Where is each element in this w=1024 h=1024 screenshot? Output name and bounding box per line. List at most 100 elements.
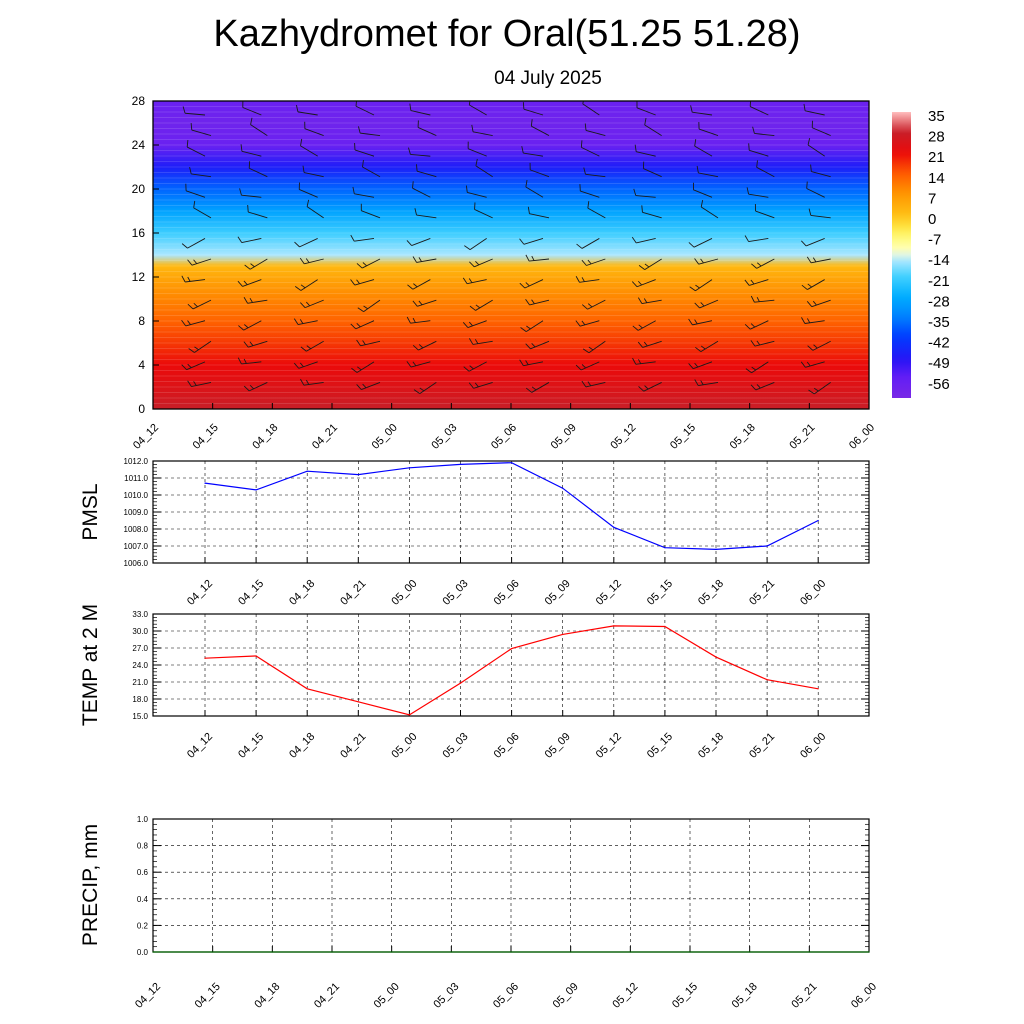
wind-barb-shaft <box>749 279 769 286</box>
wind-barb-flag <box>812 257 817 263</box>
colorbar-fill <box>892 112 911 398</box>
ytick-label: 18.0 <box>132 695 148 704</box>
xtick-label: 05_18 <box>696 731 726 761</box>
wind-barb-flag <box>750 323 756 328</box>
wind-barb-shaft <box>523 152 544 157</box>
wind-barb-flag <box>694 362 699 368</box>
wind-barb-flag <box>462 321 469 328</box>
wind-barb-flag <box>807 345 814 351</box>
wind-barb-shaft <box>248 340 268 348</box>
ytick-label: 1012.0 <box>124 457 149 466</box>
wind-barb-shaft <box>700 206 719 219</box>
data-point <box>271 951 273 953</box>
wind-barb-shaft <box>524 279 544 289</box>
wind-barb-shaft <box>581 146 600 157</box>
ytick-label: 0.8 <box>137 842 149 851</box>
wind-barb-shaft <box>587 299 606 310</box>
wind-barb-shaft <box>750 320 769 330</box>
wind-barb-flag <box>462 277 468 284</box>
wind-barb-shaft <box>635 195 656 198</box>
xtick-label: 04_12 <box>185 731 215 761</box>
data-point <box>511 647 513 650</box>
wind-barb-shaft <box>475 165 493 178</box>
wind-barb-flag <box>293 318 299 325</box>
wind-barb-shaft <box>473 381 493 389</box>
wind-barb-flag <box>632 325 639 331</box>
heatmap-xtick-label: 05_18 <box>728 422 758 452</box>
wind-barb-shaft <box>585 129 606 137</box>
wind-barb-shaft <box>410 110 431 116</box>
ytick-label: 0.0 <box>137 948 149 957</box>
colorbar-label: 28 <box>928 129 945 146</box>
wind-barb-flag <box>813 344 818 349</box>
wind-barb-flag <box>644 263 650 268</box>
wind-barb-flag <box>581 364 586 369</box>
wind-barb-shaft <box>588 340 606 354</box>
wind-barb-shaft <box>468 361 487 372</box>
wind-barb-shaft <box>643 382 662 392</box>
wind-barb-shaft <box>416 170 437 178</box>
wind-barb-flag <box>637 297 643 304</box>
wind-barb-shaft <box>361 382 381 391</box>
chart-title: Kazhydromet for Oral(51.25 51.28) <box>213 13 800 55</box>
colorbar-label: -35 <box>928 314 950 331</box>
wind-barb-flag <box>744 235 749 242</box>
xtick-label: 05_18 <box>730 981 760 1011</box>
wind-barb-flag <box>406 240 412 246</box>
wind-barb-flag <box>243 385 250 392</box>
wind-barb-flag <box>412 256 418 263</box>
wind-barb-shaft <box>416 258 437 263</box>
data-point <box>562 633 564 636</box>
wind-barb-flag <box>803 103 806 111</box>
wind-barb-flag <box>807 283 812 288</box>
wind-barb-flag <box>469 261 475 268</box>
wind-barb-flag <box>744 279 750 286</box>
wind-barb-flag <box>474 382 479 388</box>
ytick-label: 1.0 <box>137 815 149 824</box>
plot-frame <box>152 613 870 717</box>
wind-barb-flag <box>181 275 186 283</box>
wind-barb-shaft <box>750 106 769 116</box>
wind-barb-shaft <box>472 131 493 137</box>
wind-barb-flag <box>407 284 414 290</box>
xtick-label: 05_03 <box>441 731 471 761</box>
wind-barb-flag <box>300 378 305 386</box>
data-point <box>629 951 631 953</box>
wind-barb-flag <box>243 280 248 285</box>
wind-barb-shaft <box>194 340 212 353</box>
wind-barb-flag <box>575 320 581 327</box>
wind-barb-shaft <box>297 320 318 325</box>
wind-barb-flag <box>641 205 643 213</box>
wind-barb-flag <box>700 258 704 264</box>
wind-barb-flag <box>694 302 700 309</box>
wind-barb-flag <box>750 279 755 285</box>
wind-barb-flag <box>406 361 412 368</box>
wind-barb-flag <box>694 258 700 265</box>
wind-barb-shaft <box>700 340 719 352</box>
xtick-label: 05_06 <box>492 731 522 761</box>
wind-barb-flag <box>250 263 255 268</box>
wind-barb-flag <box>752 126 755 134</box>
wind-barb-flag <box>700 380 704 386</box>
data-point <box>152 951 154 953</box>
wind-barb-shaft <box>694 145 713 157</box>
wind-barb-flag <box>531 342 536 348</box>
xtick-label: 05_15 <box>670 981 700 1011</box>
wind-barb-flag <box>418 257 422 262</box>
wind-barb-flag <box>525 180 528 188</box>
wind-barb-flag <box>751 263 757 269</box>
data-point <box>408 714 410 716</box>
wind-barb-flag <box>519 282 526 289</box>
wind-barb-shaft <box>756 166 775 178</box>
wind-barb-flag <box>695 284 700 289</box>
wind-barb-shaft <box>360 132 381 137</box>
wind-barb-flag <box>350 279 356 286</box>
heatmap-ytick-label: 20 <box>132 182 146 196</box>
wind-barb-flag <box>634 144 637 152</box>
wind-barb-shaft <box>587 207 606 219</box>
wind-barb-shaft <box>579 279 600 283</box>
wind-barb-shaft <box>585 173 606 178</box>
wind-barb-shaft <box>467 279 487 285</box>
wind-barb-flag <box>306 345 311 350</box>
wind-barb-shaft <box>529 258 550 262</box>
